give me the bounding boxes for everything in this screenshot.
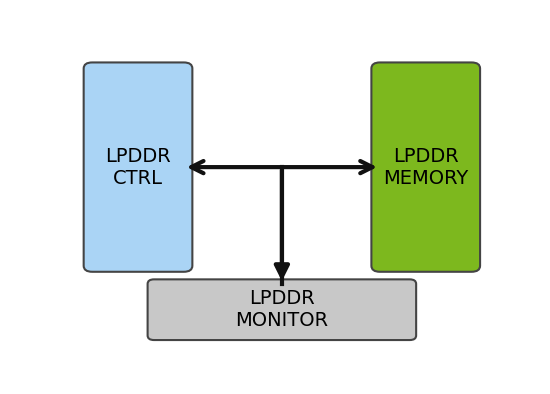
FancyBboxPatch shape <box>147 279 416 340</box>
Text: LPDDR
CTRL: LPDDR CTRL <box>105 147 171 188</box>
Text: LPDDR
MEMORY: LPDDR MEMORY <box>383 147 469 188</box>
FancyBboxPatch shape <box>371 62 480 272</box>
Text: LPDDR
MONITOR: LPDDR MONITOR <box>235 289 328 330</box>
FancyBboxPatch shape <box>84 62 192 272</box>
